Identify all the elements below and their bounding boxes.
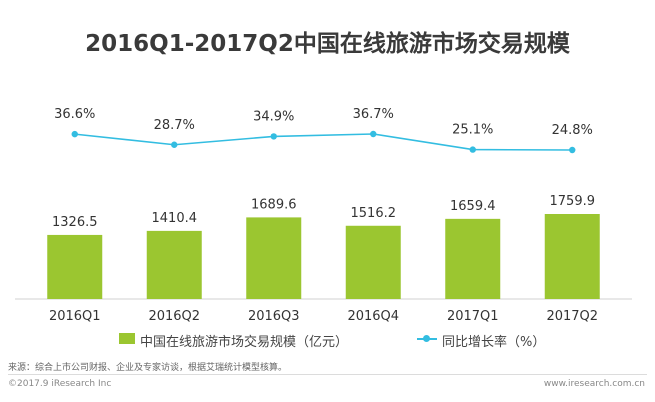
x-tick-label: 2016Q2	[148, 309, 200, 324]
growth-rate-point	[469, 146, 476, 153]
growth-rate-line	[74, 133, 573, 151]
bar-value-label: 1689.6	[251, 197, 297, 212]
legend-bar-swatch	[119, 333, 135, 344]
growth-rate-label: 36.7%	[353, 107, 394, 122]
bar-2016Q4	[345, 225, 401, 299]
growth-rate-label: 36.6%	[54, 107, 95, 122]
x-tick-label: 2016Q4	[347, 309, 399, 324]
growth-rate-label: 28.7%	[154, 118, 195, 133]
footer-divider	[8, 374, 647, 375]
bar-value-label: 1410.4	[152, 211, 198, 226]
growth-rate-point	[370, 130, 377, 138]
growth-rate-point	[569, 146, 576, 154]
x-tick-label: 2016Q3	[248, 309, 300, 324]
x-tick-label: 2016Q1	[49, 309, 101, 324]
x-tick-label: 2017Q2	[546, 309, 598, 324]
bar-value-label: 1759.9	[550, 194, 596, 209]
legend-line-label: 同比增长率（%）	[442, 335, 546, 350]
growth-rate-label: 25.1%	[452, 123, 493, 138]
bar-2017Q2	[544, 214, 600, 299]
bar-2016Q1	[47, 234, 103, 299]
bar-value-label: 1326.5	[52, 215, 98, 230]
bar-2016Q3	[246, 217, 302, 299]
source-note: 来源：综合上市公司财报、企业及专家访谈，根据艾瑞统计模型核算。	[8, 363, 288, 373]
chart-title: 2016Q1-2017Q2中国在线旅游市场交易规模	[85, 31, 570, 57]
bar-value-label: 1659.4	[450, 199, 496, 214]
growth-rate-point	[171, 141, 178, 148]
bar-2017Q1	[445, 218, 501, 299]
x-tick-label: 2017Q1	[447, 309, 499, 324]
copyright-text: ©2017.9 iResearch Inc	[8, 379, 112, 389]
legend-bar-label: 中国在线旅游市场交易规模（亿元）	[140, 335, 349, 350]
bar-2016Q2	[146, 230, 202, 299]
growth-rate-point	[270, 133, 277, 140]
growth-rate-point	[71, 130, 78, 138]
website-url: www.iresearch.com.cn	[543, 379, 645, 389]
legend-line-marker	[423, 335, 430, 342]
growth-rate-label: 24.8%	[552, 123, 593, 138]
bar-value-label: 1516.2	[351, 206, 397, 221]
growth-rate-label: 34.9%	[253, 109, 294, 124]
